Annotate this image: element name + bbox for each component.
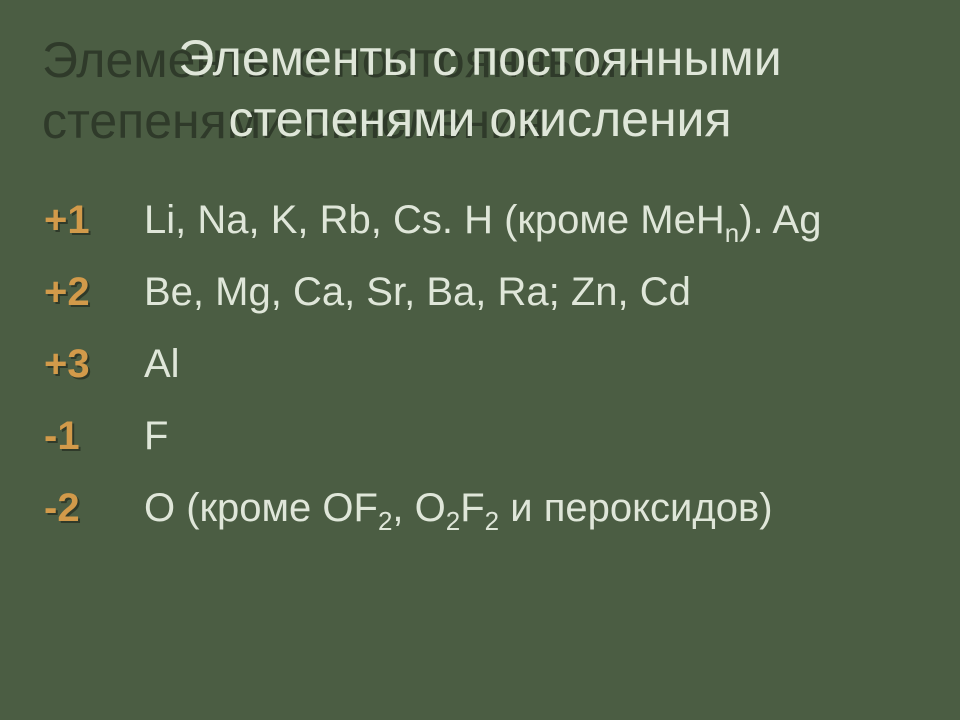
oxidation-row: -1F bbox=[44, 414, 920, 458]
oxidation-state: -1 bbox=[44, 414, 144, 458]
slide: Элементы с постоянными степенями окислен… bbox=[0, 0, 960, 720]
oxidation-state: -2 bbox=[44, 486, 144, 530]
oxidation-state: +1 bbox=[44, 198, 144, 242]
oxidation-row: +2Be, Mg, Ca, Sr, Ba, Ra; Zn, Cd bbox=[44, 270, 920, 314]
elements-list: Al bbox=[144, 342, 180, 386]
title: Элементы с постоянными степенями окислен… bbox=[40, 28, 920, 150]
oxidation-rows: +1Li, Na, K, Rb, Cs. H (кроме MeHn). Ag+… bbox=[40, 198, 920, 530]
elements-list: Li, Na, K, Rb, Cs. H (кроме MeHn). Ag bbox=[144, 198, 821, 242]
oxidation-row: +3Al bbox=[44, 342, 920, 386]
oxidation-row: -2O (кроме OF2, O2F2 и пероксидов) bbox=[44, 486, 920, 530]
oxidation-row: +1Li, Na, K, Rb, Cs. H (кроме MeHn). Ag bbox=[44, 198, 920, 242]
elements-list: O (кроме OF2, O2F2 и пероксидов) bbox=[144, 486, 773, 530]
title-line-2: степенями окисления bbox=[40, 89, 920, 150]
oxidation-state: +3 bbox=[44, 342, 144, 386]
oxidation-state: +2 bbox=[44, 270, 144, 314]
title-line-1: Элементы с постоянными bbox=[40, 28, 920, 89]
elements-list: Be, Mg, Ca, Sr, Ba, Ra; Zn, Cd bbox=[144, 270, 691, 314]
elements-list: F bbox=[144, 414, 168, 458]
